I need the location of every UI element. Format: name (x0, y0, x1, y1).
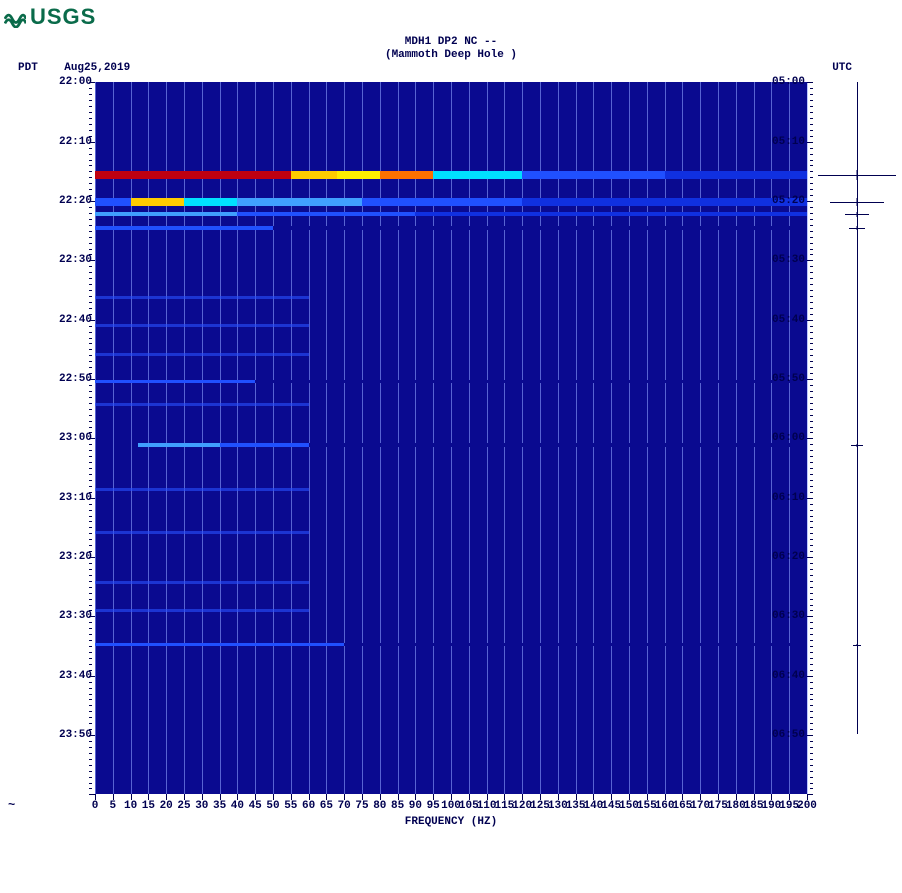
y-ticks-left (89, 82, 95, 794)
spectrogram-plot: 0510152025303540455055606570758085909510… (95, 82, 807, 794)
spectral-noise (95, 324, 309, 327)
spectral-event (273, 226, 807, 230)
spectral-event (362, 198, 522, 206)
seismogram-event (818, 212, 896, 217)
date-string: Aug25,2019 (64, 62, 130, 74)
spectral-event (95, 198, 131, 206)
spectral-event (237, 212, 415, 216)
seismogram-axis (857, 82, 858, 734)
seismogram-event (818, 170, 896, 180)
spectral-event (184, 198, 237, 206)
spectral-event (131, 198, 184, 206)
spectral-noise (95, 488, 309, 491)
spectral-event (291, 171, 337, 179)
spectrogram-canvas (95, 82, 807, 794)
spectral-noise (95, 296, 309, 299)
spectral-event (415, 212, 807, 216)
wave-icon (4, 6, 26, 28)
seismogram-event (818, 644, 896, 646)
spectral-noise (95, 353, 309, 356)
brand-text: USGS (30, 4, 96, 30)
spectral-event (95, 212, 237, 216)
x-axis-title: FREQUENCY (HZ) (95, 816, 807, 828)
spectral-noise (95, 609, 309, 612)
spectral-event (138, 443, 220, 447)
spectral-event (95, 380, 255, 383)
spectral-event (309, 443, 807, 447)
spectral-event (220, 443, 309, 447)
spectral-event (522, 198, 807, 206)
seismogram-event (818, 198, 896, 206)
usgs-logo: USGS (0, 0, 902, 32)
x-axis-labels: 0510152025303540455055606570758085909510… (95, 800, 807, 814)
y-axis-right-labels: 05:0005:1005:2005:3005:4005:5006:0006:10… (772, 82, 818, 734)
spectral-event (255, 380, 807, 383)
spectral-event (344, 643, 807, 646)
left-timezone: PDT (18, 62, 38, 74)
spectral-noise (95, 531, 309, 534)
seismogram-panel (818, 82, 896, 734)
spectral-event (95, 643, 344, 646)
spectral-noise (95, 403, 309, 406)
spectral-event (95, 171, 291, 179)
chart-title: MDH1 DP2 NC -- (Mammoth Deep Hole ) (0, 32, 902, 62)
spectral-event (433, 171, 522, 179)
title-line1: MDH1 DP2 NC -- (0, 36, 902, 49)
right-timezone: UTC (832, 62, 852, 74)
vertical-gridlines (95, 82, 807, 794)
seismogram-event (818, 226, 896, 230)
seismogram-event (818, 444, 896, 447)
spectral-noise (95, 581, 309, 584)
y-axis-left-labels: 22:0022:1022:2022:3022:4022:5023:0023:10… (6, 82, 52, 734)
spectral-event (237, 198, 362, 206)
title-line2: (Mammoth Deep Hole ) (0, 49, 902, 62)
spectral-event (522, 171, 664, 179)
spectral-event (380, 171, 433, 179)
spectral-event (337, 171, 380, 179)
spectral-event (95, 226, 273, 230)
